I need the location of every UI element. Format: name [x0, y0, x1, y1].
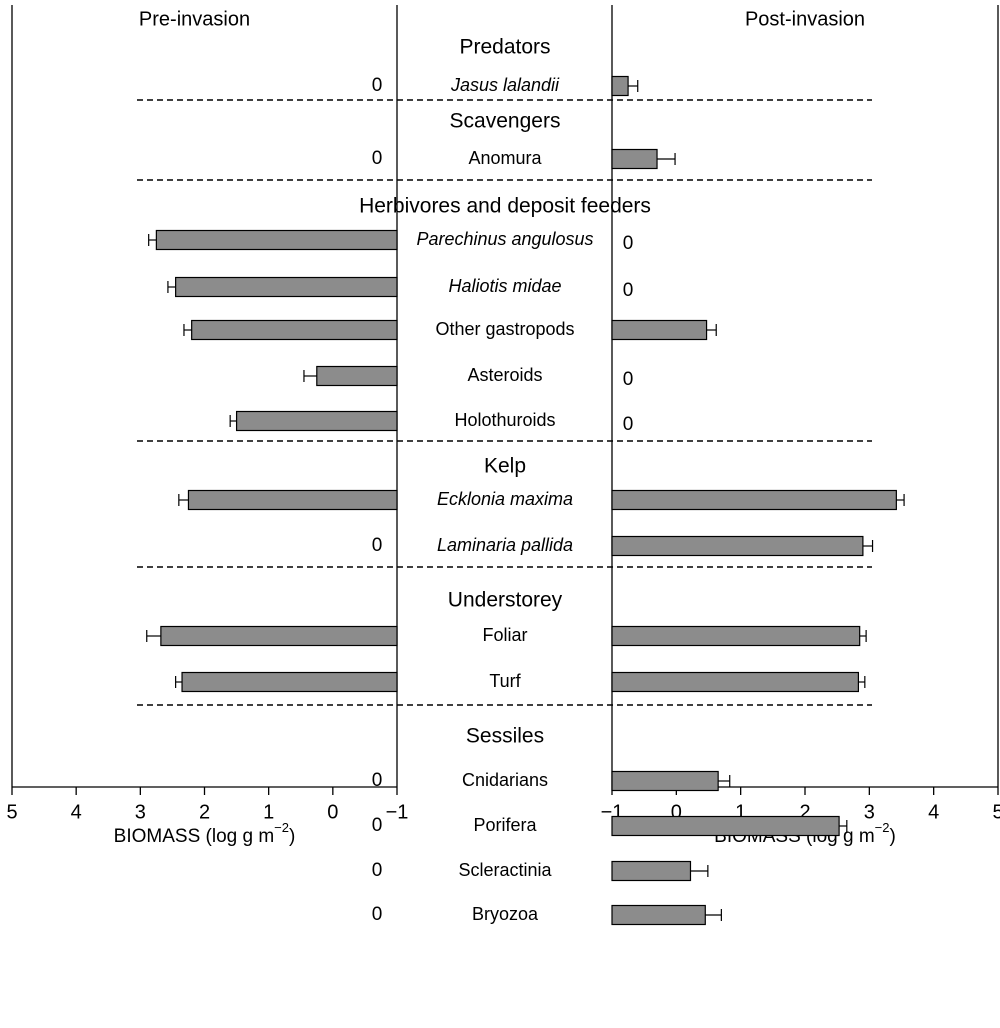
post-bar [611, 319, 708, 341]
post-x-tick-label: 4 [928, 801, 939, 823]
post-bar [611, 860, 692, 882]
post-bar [611, 75, 629, 97]
pre-zero-label: 0 [372, 815, 383, 836]
category-label: Bryozoa [472, 904, 539, 924]
group-header: Scavengers [450, 110, 561, 133]
pre-zero-label: 0 [372, 75, 383, 96]
category-label: Ecklonia maxima [437, 489, 573, 509]
post-zero-label: 0 [623, 369, 634, 390]
post-bar [611, 671, 859, 693]
pre-x-tick-label: 5 [6, 801, 17, 823]
post-x-tick-label: 5 [992, 801, 1000, 823]
post-zero-label: 0 [623, 280, 634, 301]
pre-x-tick-label: 0 [327, 801, 338, 823]
category-label: Other gastropods [435, 319, 574, 339]
post-bar [611, 625, 861, 647]
group-header: Sessiles [466, 725, 544, 748]
pre-zero-label: 0 [372, 770, 383, 791]
category-label: Turf [489, 671, 521, 691]
pre-zero-label: 0 [372, 535, 383, 556]
post-bar [611, 148, 658, 170]
post-bar [611, 535, 864, 557]
category-label: Asteroids [467, 365, 542, 385]
pre-zero-label: 0 [372, 148, 383, 169]
group-header: Predators [459, 36, 550, 59]
pre-bar [181, 671, 398, 693]
pre-bar [175, 276, 398, 298]
pre-x-tick-label: −1 [386, 801, 409, 823]
category-label: Scleractinia [458, 860, 552, 880]
pre-x-tick-label: 4 [71, 801, 82, 823]
post-panel-title: Post-invasion [745, 8, 865, 30]
post-zero-label: 0 [623, 414, 634, 435]
category-label: Parechinus angulosus [416, 229, 593, 249]
category-label: Anomura [468, 148, 542, 168]
pre-x-tick-label: 2 [199, 801, 210, 823]
pre-zero-label: 0 [372, 860, 383, 881]
category-label: Porifera [473, 815, 537, 835]
post-x-tick-label: 0 [671, 801, 682, 823]
post-bar [611, 489, 897, 511]
pre-x-tick-label: 3 [135, 801, 146, 823]
pre-x-axis-label: BIOMASS (log g m−2) [114, 820, 296, 847]
post-bar [611, 904, 706, 926]
category-label: Holothuroids [454, 410, 555, 430]
pre-bar [160, 625, 398, 647]
pre-bar [316, 365, 398, 387]
post-x-tick-label: 2 [799, 801, 810, 823]
category-label: Haliotis midae [448, 276, 561, 296]
pre-bar [235, 410, 398, 432]
pre-bar [191, 319, 398, 341]
group-header: Herbivores and deposit feeders [359, 195, 651, 218]
group-header: Understorey [448, 589, 563, 612]
category-label: Laminaria pallida [437, 535, 573, 555]
post-bar [611, 770, 719, 792]
post-zero-label: 0 [623, 233, 634, 254]
pre-zero-label: 0 [372, 904, 383, 925]
group-header: Kelp [484, 455, 526, 478]
pre-bar [155, 229, 398, 251]
category-label: Cnidarians [462, 770, 548, 790]
pre-panel-title: Pre-invasion [139, 8, 250, 30]
pre-bar [187, 489, 398, 511]
category-label: Jasus lalandii [450, 75, 560, 95]
pre-x-tick-label: 1 [263, 801, 274, 823]
post-x-tick-label: 3 [864, 801, 875, 823]
post-bar [611, 815, 840, 837]
category-label: Foliar [482, 625, 527, 645]
post-x-tick-label: 1 [735, 801, 746, 823]
